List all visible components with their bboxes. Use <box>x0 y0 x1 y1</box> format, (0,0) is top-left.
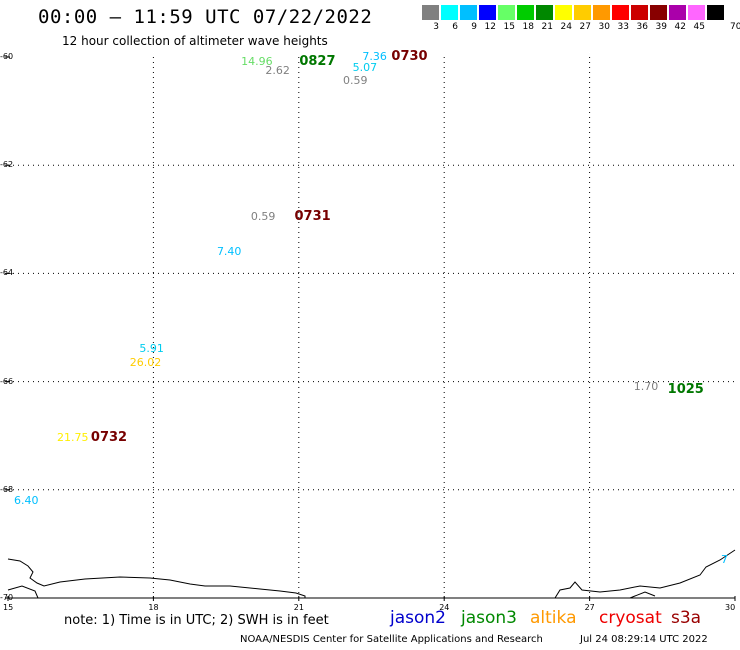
coastline-east-inlet <box>629 591 656 599</box>
legend-label: 3 <box>433 22 439 32</box>
swh-observation: 6.40 <box>14 493 39 507</box>
lat-label: -62 <box>0 160 14 170</box>
pass-time-tag: 1025 <box>667 381 704 397</box>
lon-label: 18 <box>148 603 159 612</box>
swh-observation: 0.59 <box>342 74 368 88</box>
legend-swatch <box>441 5 458 20</box>
map-title: 00:00 – 11:59 UTC 07/22/2022 <box>38 6 373 28</box>
legend-unit-label: 70 (ft) <box>730 22 740 32</box>
lon-label: 21 <box>293 603 304 612</box>
legend-label: 12 <box>484 22 496 32</box>
lat-label: -66 <box>0 376 14 386</box>
lon-label: 15 <box>3 603 14 612</box>
coastline-west-inlet <box>7 585 39 599</box>
legend-swatch <box>688 5 705 20</box>
pass-time-tag: 0827 <box>299 54 336 70</box>
legend-swatch <box>555 5 572 20</box>
lat-label: -70 <box>0 593 14 602</box>
swh-observation: 7 <box>721 553 728 567</box>
legend-swatch <box>612 5 629 20</box>
lon-label: 30 <box>725 603 736 612</box>
credit-line: NOAA/NESDIS Center for Satellite Applica… <box>240 634 543 645</box>
legend-swatch <box>498 5 515 20</box>
swh-observation: 2.62 <box>265 63 290 77</box>
legend-label: 15 <box>503 22 515 32</box>
legend-swatch <box>536 5 553 20</box>
swh-observation: 14.96 <box>241 55 273 69</box>
lon-label: 27 <box>584 603 595 612</box>
legend-swatch <box>631 5 648 20</box>
swh-observation: 5.91 <box>139 342 164 356</box>
legend-label: 21 <box>541 22 553 32</box>
lat-label: -60 <box>0 52 14 61</box>
swh-observation: 1.70 <box>633 380 659 393</box>
legend-label: 6 <box>452 22 458 32</box>
coastline-east <box>554 549 736 599</box>
legend-label: 39 <box>655 22 667 32</box>
swh-observation: 7.36 <box>362 50 387 63</box>
legend-swatch <box>707 5 724 20</box>
mission-label-jason2: jason2 <box>390 608 446 628</box>
legend-label: 9 <box>471 22 477 32</box>
legend-swatch <box>422 5 439 20</box>
lon-label: 24 <box>439 603 450 612</box>
legend-swatch <box>517 5 534 20</box>
mission-label-s3a: s3a <box>671 608 702 628</box>
pass-time-tag: 0731 <box>294 208 331 224</box>
legend-label: 45 <box>693 22 705 32</box>
swh-observation: 5.07 <box>352 60 378 74</box>
legend-label: 18 <box>522 22 534 32</box>
legend-swatch <box>460 5 477 20</box>
mission-label-jason3: jason3 <box>461 608 517 628</box>
legend-label: 36 <box>636 22 648 32</box>
legend-label: 30 <box>598 22 610 32</box>
mission-label-altika: altika <box>530 608 577 628</box>
swh-observation: 21.75 <box>57 431 89 445</box>
legend-label: 33 <box>617 22 629 32</box>
footer-note: note: 1) Time is in UTC; 2) SWH is in fe… <box>64 613 329 628</box>
legend-label: 24 <box>560 22 572 32</box>
coastline-west <box>7 558 306 598</box>
swh-observation: 7.40 <box>216 244 242 258</box>
legend-swatch <box>669 5 686 20</box>
legend-swatch <box>593 5 610 20</box>
mission-label-cryosat: cryosat <box>599 608 662 628</box>
legend-swatch <box>650 5 667 20</box>
pass-time-tag: 0732 <box>90 430 128 446</box>
lat-label: -64 <box>0 268 14 278</box>
swh-observation: 26.02 <box>129 355 162 369</box>
generated-timestamp: Jul 24 08:29:14 UTC 2022 <box>580 634 708 645</box>
legend-swatch <box>574 5 591 20</box>
pass-time-tag: 0730 <box>391 49 428 64</box>
legend-label: 27 <box>579 22 591 32</box>
legend-label: 42 <box>674 22 686 32</box>
legend-swatch <box>479 5 496 20</box>
map-subtitle: 12 hour collection of altimeter wave hei… <box>62 34 328 48</box>
swh-observation: 0.59 <box>250 209 276 223</box>
lat-label: -68 <box>0 484 14 494</box>
